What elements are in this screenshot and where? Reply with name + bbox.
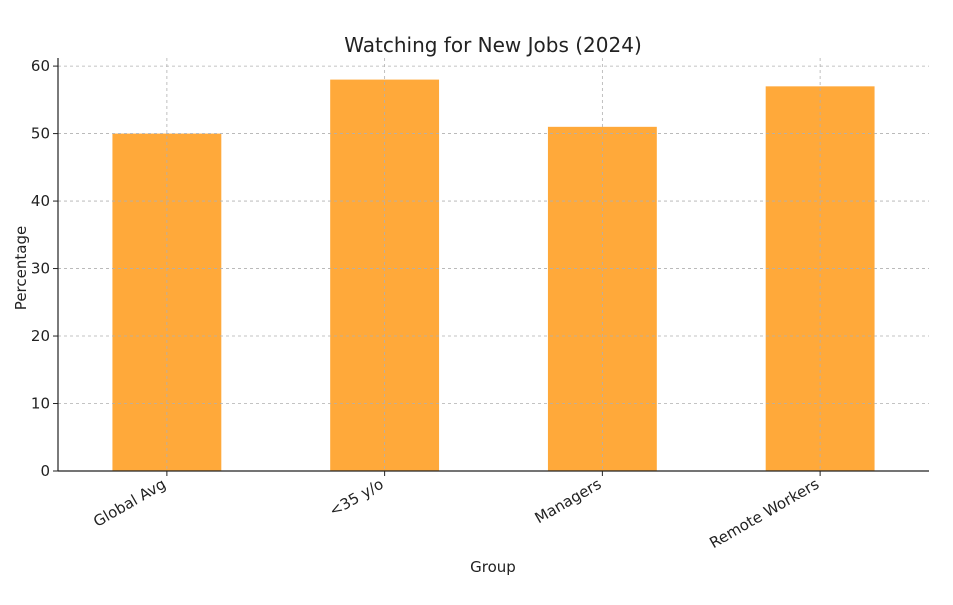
y-tick-label: 40 <box>31 192 50 210</box>
y-tick-label: 30 <box>31 260 50 278</box>
y-tick-label: 0 <box>40 462 50 480</box>
y-tick-label: 10 <box>31 395 50 413</box>
x-tick-label: Remote Workers <box>706 475 822 552</box>
y-tick-label: 50 <box>31 125 50 143</box>
y-tick-label: 60 <box>31 57 50 75</box>
bars <box>112 79 875 471</box>
chart-title: Watching for New Jobs (2024) <box>344 33 642 57</box>
axes <box>57 58 929 472</box>
x-tick-label: <35 y/o <box>326 475 387 520</box>
x-ticks: Global Avg <35 y/o Managers Remote Workers <box>90 471 822 552</box>
y-axis-label: Percentage <box>12 226 30 310</box>
x-axis-label: Group <box>470 558 516 576</box>
x-tick-label: Managers <box>532 475 605 527</box>
y-ticks: 0 10 20 30 40 50 60 <box>31 57 58 480</box>
y-tick-label: 20 <box>31 327 50 345</box>
x-tick-label: Global Avg <box>90 475 169 531</box>
